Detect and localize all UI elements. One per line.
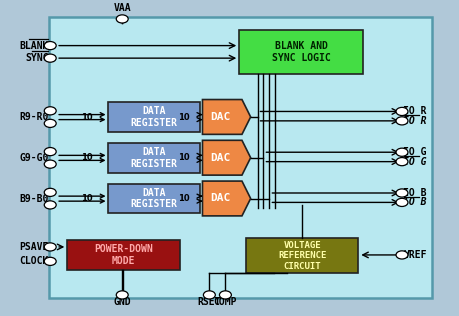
FancyBboxPatch shape (108, 143, 200, 173)
FancyBboxPatch shape (108, 184, 200, 213)
FancyBboxPatch shape (67, 240, 179, 270)
Text: POWER-DOWN
MODE: POWER-DOWN MODE (94, 244, 152, 266)
Text: IO G: IO G (403, 147, 426, 157)
Text: CLOCK: CLOCK (19, 256, 48, 266)
Polygon shape (202, 140, 250, 175)
Text: 10: 10 (178, 112, 190, 122)
Text: RSET: RSET (197, 297, 221, 307)
Circle shape (116, 291, 128, 299)
Text: IO R: IO R (403, 116, 426, 126)
Text: IO G: IO G (403, 157, 426, 167)
Circle shape (219, 291, 231, 299)
Circle shape (44, 188, 56, 197)
Text: 10: 10 (80, 153, 92, 162)
Text: DAC: DAC (210, 193, 230, 204)
FancyBboxPatch shape (49, 17, 431, 298)
Circle shape (44, 160, 56, 168)
Text: DAC: DAC (210, 112, 230, 122)
Circle shape (395, 148, 407, 156)
Circle shape (44, 107, 56, 115)
Circle shape (395, 251, 407, 259)
Text: BLANK AND
SYNC LOGIC: BLANK AND SYNC LOGIC (271, 41, 330, 63)
Circle shape (44, 243, 56, 251)
Circle shape (395, 117, 407, 125)
Text: VAA: VAA (113, 3, 131, 13)
Circle shape (395, 189, 407, 197)
Circle shape (44, 257, 56, 265)
Circle shape (44, 54, 56, 62)
Circle shape (44, 201, 56, 209)
Text: DATA
REGISTER: DATA REGISTER (130, 188, 178, 209)
Text: G9-G0: G9-G0 (19, 153, 48, 163)
Text: 10: 10 (80, 194, 92, 203)
Text: VOLTAGE
REFERENCE
CIRCUIT: VOLTAGE REFERENCE CIRCUIT (277, 241, 326, 270)
Circle shape (44, 41, 56, 50)
Text: COMP: COMP (213, 297, 237, 307)
Circle shape (44, 148, 56, 156)
Polygon shape (202, 181, 250, 216)
Text: BLANK: BLANK (19, 40, 48, 51)
Circle shape (44, 119, 56, 127)
Text: VREF: VREF (403, 250, 426, 260)
Text: DATA
REGISTER: DATA REGISTER (130, 106, 178, 128)
Text: GND: GND (113, 297, 131, 307)
Text: IO B: IO B (403, 188, 426, 198)
Text: PSAVE: PSAVE (19, 242, 48, 252)
Text: 10: 10 (178, 153, 190, 162)
FancyBboxPatch shape (108, 102, 200, 132)
Text: 10: 10 (80, 112, 92, 122)
Text: SYNC: SYNC (25, 53, 48, 63)
FancyBboxPatch shape (246, 239, 358, 273)
Text: DATA
REGISTER: DATA REGISTER (130, 147, 178, 168)
Circle shape (116, 15, 128, 23)
Text: R9-R0: R9-R0 (19, 112, 48, 122)
FancyBboxPatch shape (239, 30, 362, 74)
Text: B9-B0: B9-B0 (19, 194, 48, 204)
Circle shape (395, 198, 407, 206)
Circle shape (203, 291, 215, 299)
Text: 10: 10 (178, 194, 190, 203)
Text: IO R: IO R (403, 106, 426, 117)
Text: DAC: DAC (210, 153, 230, 163)
Polygon shape (202, 100, 250, 134)
Circle shape (395, 107, 407, 116)
Text: IO B: IO B (403, 198, 426, 207)
Circle shape (395, 158, 407, 166)
